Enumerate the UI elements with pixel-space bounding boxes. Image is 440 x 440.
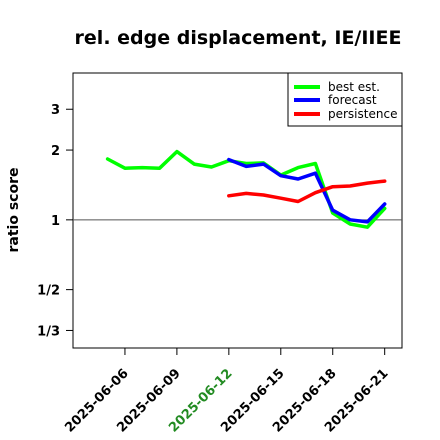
y-tick-label: 2 <box>51 144 60 159</box>
y-tick-label: 1/2 <box>37 284 60 299</box>
series-line-persistence <box>227 179 387 204</box>
legend-label-best-est: best est. <box>328 80 380 94</box>
series-line-forecast <box>227 157 387 224</box>
legend: best est. forecast persistence <box>287 72 403 127</box>
y-tick-label: 1/3 <box>37 324 60 339</box>
y-axis-label: ratio score <box>6 168 22 253</box>
chart-title: rel. edge displacement, IE/IIEE <box>75 27 402 49</box>
legend-label-forecast: forecast <box>328 93 377 107</box>
legend-label-persistence: persistence <box>328 107 397 121</box>
series-line-best-est <box>105 149 387 229</box>
y-tick-label: 1 <box>51 214 60 229</box>
plot-frame <box>72 72 403 349</box>
chart-marks: 1/31/21232025-06-062025-06-092025-06-122… <box>37 103 402 436</box>
y-tick-label: 3 <box>51 103 60 118</box>
